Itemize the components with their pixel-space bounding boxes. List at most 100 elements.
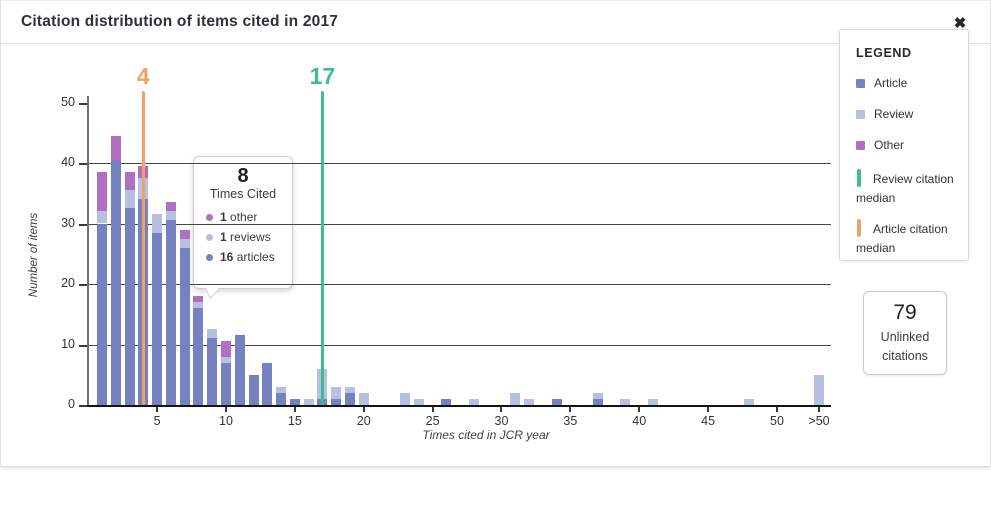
bar-segment-other[interactable]	[110, 135, 121, 160]
tooltip-row: 1 other	[206, 210, 286, 224]
legend-item-other: Other	[856, 138, 958, 152]
bar-segment-review[interactable]	[179, 238, 190, 248]
bar-segment-review[interactable]	[97, 211, 107, 224]
bar-segment-review[interactable]	[814, 374, 824, 405]
legend-panel: LEGEND Article Review Other Review citat…	[839, 29, 969, 261]
bar-segment-review[interactable]	[220, 356, 231, 363]
gridline	[89, 344, 831, 346]
bar-segment-other[interactable]	[165, 202, 176, 212]
bar-segment-article[interactable]	[165, 220, 176, 405]
bar-segment-article[interactable]	[331, 398, 342, 405]
x-tick	[500, 407, 503, 412]
x-tick-label: 10	[219, 414, 233, 428]
bar-segment-review[interactable]	[124, 190, 135, 209]
bar-segment-other[interactable]	[220, 341, 231, 357]
x-tick	[224, 407, 227, 412]
bar-segment-article[interactable]	[179, 247, 190, 405]
bar-segment-review[interactable]	[303, 398, 314, 405]
x-tick-label: 30	[494, 414, 509, 428]
bar-segment-article[interactable]	[193, 308, 204, 405]
bar-segment-article[interactable]	[248, 374, 259, 405]
bar-segment-review[interactable]	[344, 386, 355, 393]
x-tick-label: 45	[701, 414, 716, 428]
x-tick	[431, 407, 434, 412]
bar-segment-other[interactable]	[193, 296, 204, 303]
tooltip-value: 8	[237, 165, 249, 187]
bar-segment-article[interactable]	[124, 208, 135, 405]
gridline	[89, 284, 831, 285]
x-tick-label: >50	[808, 414, 830, 428]
article-citation-median-label: 4	[136, 63, 150, 89]
y-tick	[79, 163, 87, 165]
bar-segment-article[interactable]	[220, 362, 231, 405]
x-tick	[156, 407, 159, 412]
bar-segment-article[interactable]	[276, 392, 287, 405]
close-icon[interactable]: ✖	[953, 15, 967, 32]
y-tick-label: 30	[61, 215, 75, 230]
gridline	[89, 163, 831, 164]
dialog-titlebar: Citation distribution of items cited in …	[1, 1, 990, 44]
bar-segment-article[interactable]	[262, 362, 273, 405]
x-tick-label: 50	[770, 414, 784, 428]
bar-segment-other[interactable]	[124, 172, 135, 191]
legend-item-article: Article	[856, 76, 958, 90]
bar-segment-review[interactable]	[400, 392, 411, 405]
legend-title: LEGEND	[856, 46, 912, 60]
review-dot-icon	[206, 233, 213, 241]
x-tick-label: 15	[287, 414, 302, 428]
bar-segment-review[interactable]	[744, 398, 755, 405]
bar-segment-other[interactable]	[97, 172, 107, 212]
bar-segment-article[interactable]	[152, 232, 163, 405]
x-tick	[362, 407, 365, 412]
article-swatch-icon	[856, 79, 865, 89]
review-swatch-icon	[856, 110, 865, 120]
bar-segment-article[interactable]	[344, 392, 355, 405]
tooltip-row: 1 reviews	[206, 230, 286, 244]
unlinked-citations-box: 79 Unlinked citations	[863, 291, 947, 375]
x-tick	[638, 407, 641, 412]
bar-segment-review[interactable]	[510, 392, 521, 405]
page-title: Citation distribution of items cited in …	[21, 13, 339, 30]
bar-segment-review[interactable]	[207, 329, 218, 339]
tooltip-caret	[204, 279, 220, 299]
review-citation-median-line	[320, 91, 324, 405]
bar-segment-review[interactable]	[468, 398, 479, 405]
bar-segment-review[interactable]	[648, 398, 658, 405]
y-tick-label: 40	[61, 155, 75, 169]
x-axis-line	[87, 405, 831, 407]
bar-segment-article[interactable]	[97, 223, 107, 405]
other-swatch-icon	[856, 141, 865, 151]
bar-segment-review[interactable]	[165, 211, 176, 221]
y-tick	[79, 405, 87, 407]
bar-segment-article[interactable]	[441, 398, 452, 405]
bar-segment-article[interactable]	[592, 398, 603, 405]
y-tick-label: 50	[61, 94, 75, 109]
bar-segment-review[interactable]	[276, 386, 287, 393]
bar-segment-article[interactable]	[289, 398, 300, 405]
bar-segment-article[interactable]	[234, 335, 245, 405]
legend-item-article-median: Article citation median	[856, 219, 958, 257]
bar-segment-article[interactable]	[207, 338, 218, 405]
review-citation-median-label: 17	[309, 63, 336, 89]
citation-distribution-chart: Number of items Times cited in JCR year …	[1, 44, 990, 466]
bar-segment-review[interactable]	[152, 214, 163, 233]
y-tick	[79, 284, 87, 286]
bar-segment-article[interactable]	[551, 398, 562, 405]
bar-segment-review[interactable]	[524, 398, 535, 405]
bar-segment-article[interactable]	[110, 159, 121, 405]
bar-segment-review[interactable]	[620, 398, 631, 405]
article-dot-icon	[206, 253, 213, 261]
bar-segment-review[interactable]	[193, 302, 204, 309]
x-tick-label: 5	[153, 414, 161, 428]
gridline	[89, 223, 831, 225]
bar-tooltip: 8 Times Cited 1 other 1 reviews 16 artic…	[193, 156, 293, 299]
x-tick	[569, 407, 572, 412]
bar-segment-review[interactable]	[413, 398, 424, 405]
bar-segment-other[interactable]	[179, 229, 190, 239]
bar-segment-review[interactable]	[358, 392, 369, 405]
y-tick	[79, 344, 87, 347]
bar-segment-review[interactable]	[331, 386, 342, 399]
y-axis-line	[87, 96, 89, 405]
bar-segment-review[interactable]	[592, 392, 603, 399]
legend-item-review-median: Review citation median	[856, 169, 958, 207]
